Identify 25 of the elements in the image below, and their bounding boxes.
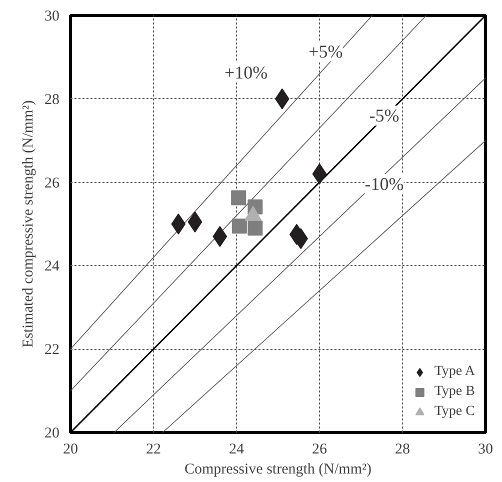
annotation: -5% (369, 106, 400, 126)
point (171, 214, 186, 234)
x-tick-label: 30 (478, 442, 493, 458)
y-tick-label: 22 (44, 342, 60, 358)
point (232, 218, 247, 234)
y-tick-label: 28 (44, 92, 60, 108)
x-axis-title: Compressive strength (N/mm²) (184, 462, 372, 478)
point (248, 220, 263, 236)
x-tick-label: 22 (146, 442, 161, 458)
y-tick-label: 26 (44, 175, 60, 192)
x-tick-label: 20 (63, 442, 78, 458)
annotation: -10% (364, 174, 404, 194)
x-tick-label: 24 (229, 442, 244, 458)
x-tick-label: 26 (312, 442, 328, 458)
y-tick-label: 30 (44, 8, 60, 24)
annotation: +5% (308, 41, 343, 62)
point (231, 190, 246, 206)
y-tick-label: 20 (44, 426, 60, 442)
x-tick-label: 28 (395, 442, 410, 458)
legend-label: Type B (434, 384, 475, 400)
y-tick-label: 24 (44, 258, 60, 275)
annotation: +10% (224, 62, 268, 83)
legend-label: Type C (434, 404, 475, 420)
legend-label: Type A (434, 364, 475, 380)
y-axis-title: Estimated compressive strength (N/mm²) (20, 100, 36, 348)
